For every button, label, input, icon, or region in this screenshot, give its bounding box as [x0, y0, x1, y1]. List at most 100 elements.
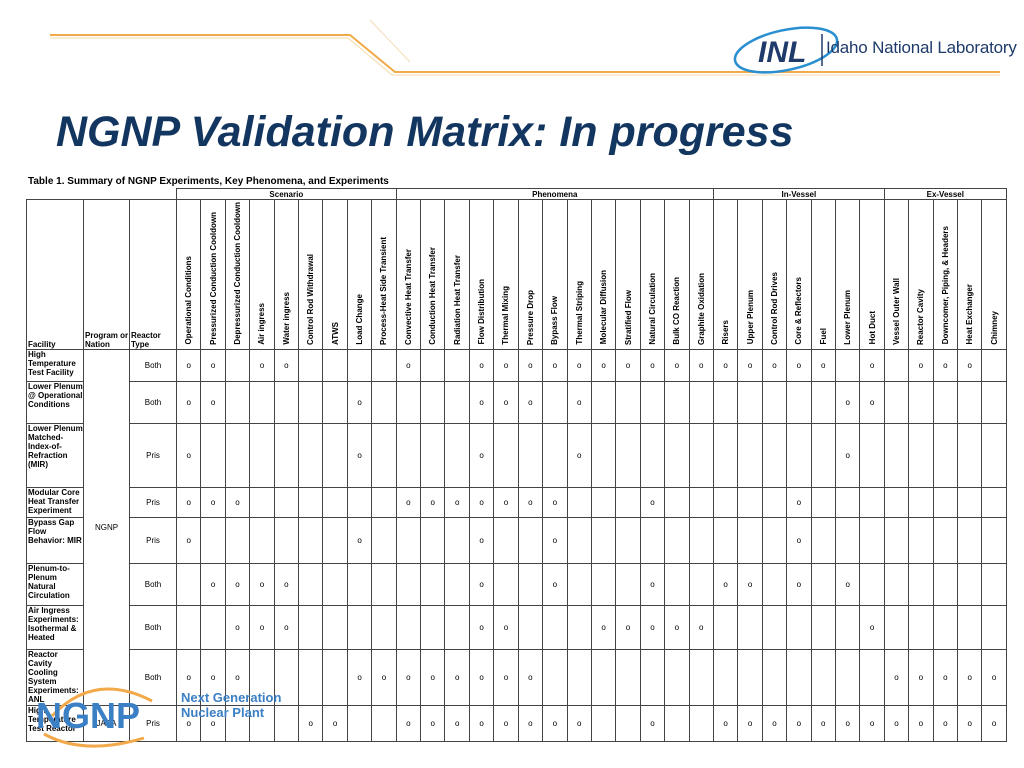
column-header: Process-Heat Side Transient [371, 199, 397, 350]
matrix-cell: o [639, 348, 666, 382]
facility-cell: Modular Core Heat Transfer Experiment [26, 486, 84, 518]
matrix-cell [859, 562, 885, 606]
matrix-cell [883, 348, 910, 382]
matrix-cell: o [468, 348, 495, 382]
matrix-cell: o [224, 486, 251, 518]
reactor-type-header: Reactor Type [129, 199, 177, 350]
matrix-cell: o [200, 348, 226, 382]
matrix-cell [664, 562, 690, 606]
matrix-cell [346, 348, 373, 382]
group-header-row: Scenario Phenomena In-Vessel Ex-Vessel [27, 188, 1007, 200]
matrix-cell [322, 422, 348, 488]
matrix-cell [566, 648, 592, 706]
matrix-cell: o [468, 422, 495, 488]
matrix-cell [615, 704, 641, 742]
matrix-cell [981, 348, 1007, 382]
matrix-cell [956, 604, 983, 650]
column-header-label: Thermal Mixing [501, 285, 511, 345]
reactor-type-cell: Both [129, 562, 177, 606]
group-header: Scenario [176, 188, 397, 200]
matrix-cell [298, 604, 324, 650]
matrix-cell [761, 486, 788, 518]
column-header-label: Process-Heat Side Transient [379, 236, 389, 345]
matrix-cell: o [664, 604, 690, 650]
matrix-cell [810, 422, 836, 488]
matrix-cell [956, 380, 983, 424]
matrix-cell [322, 516, 348, 564]
matrix-cell [420, 422, 446, 488]
matrix-cell [908, 604, 934, 650]
matrix-cell [761, 648, 788, 706]
matrix-cell: o [688, 604, 714, 650]
column-header: Pressure Drop [517, 199, 544, 350]
matrix-cell [664, 704, 690, 742]
program-cell: NGNP [83, 348, 130, 706]
matrix-cell [517, 604, 544, 650]
column-header: Downcomer, Piping, & Headers [932, 199, 959, 350]
matrix-cell [615, 648, 641, 706]
column-header-label: Radiation Heat Transfer [452, 254, 462, 345]
matrix-cell: o [175, 704, 202, 742]
table-row: Lower Plenum Matched-Index-of-Refraction… [26, 422, 1007, 488]
matrix-cell [688, 516, 714, 564]
matrix-cell [883, 486, 910, 518]
matrix-cell [298, 422, 324, 488]
matrix-cell [566, 562, 592, 606]
column-header: Water ingress [273, 199, 300, 350]
matrix-cell [834, 348, 861, 382]
matrix-cell [371, 704, 397, 742]
matrix-cell: o [468, 516, 495, 564]
matrix-cell [590, 422, 617, 488]
column-header-label: Natural Circulation [647, 273, 657, 345]
matrix-cell: o [566, 704, 592, 742]
matrix-cell: o [175, 348, 202, 382]
column-header-label: Stratified Flow [623, 289, 633, 345]
group-header: In-Vessel [712, 188, 885, 200]
table-row: Modular Core Heat Transfer Experiment Pri… [26, 486, 1007, 518]
matrix-cell [786, 648, 812, 706]
matrix-cell: o [737, 348, 763, 382]
matrix-cell: o [956, 348, 983, 382]
reactor-type-cell: Pris [129, 422, 177, 488]
column-header: Risers [712, 199, 739, 350]
column-header: Air ingress [249, 199, 275, 350]
matrix-cell: o [859, 380, 885, 424]
matrix-cell [908, 486, 934, 518]
matrix-cell: o [468, 380, 495, 424]
matrix-cell [420, 562, 446, 606]
matrix-cell [371, 348, 397, 382]
matrix-cell [761, 562, 788, 606]
column-header-label: Upper Plenum [745, 290, 755, 345]
column-header-label: Graphite Oxidation [696, 272, 706, 345]
matrix-cell: o [786, 348, 812, 382]
matrix-cell: o [200, 486, 226, 518]
matrix-cell [956, 422, 983, 488]
table-caption: Table 1. Summary of NGNP Experiments, Ke… [28, 176, 389, 187]
column-header-label: Operational Conditions [184, 256, 194, 345]
matrix-cell [224, 704, 251, 742]
matrix-cell: o [175, 516, 202, 564]
matrix-cell: o [908, 348, 934, 382]
matrix-cell [322, 348, 348, 382]
matrix-cell [346, 562, 373, 606]
matrix-cell [420, 380, 446, 424]
matrix-cell: o [224, 562, 251, 606]
facility-cell: High Temperature Test Facility [26, 348, 84, 382]
matrix-table: Scenario Phenomena In-Vessel Ex-Vessel Facil… [26, 188, 1007, 742]
matrix-cell: o [932, 704, 959, 742]
matrix-cell [615, 422, 641, 488]
matrix-cell: o [664, 348, 690, 382]
matrix-cell [444, 380, 470, 424]
column-header: Core & Reflectors [786, 199, 812, 350]
matrix-cell [932, 604, 959, 650]
matrix-cell: o [517, 348, 544, 382]
facility-cell: Lower Plenum @ Operational Conditions [26, 380, 84, 424]
matrix-cell [737, 604, 763, 650]
matrix-cell [517, 562, 544, 606]
matrix-cell [932, 422, 959, 488]
matrix-cell: o [493, 348, 519, 382]
matrix-cell: o [346, 648, 373, 706]
column-header-label: Air ingress [257, 302, 267, 345]
matrix-cell [956, 562, 983, 606]
matrix-cell: o [517, 486, 544, 518]
